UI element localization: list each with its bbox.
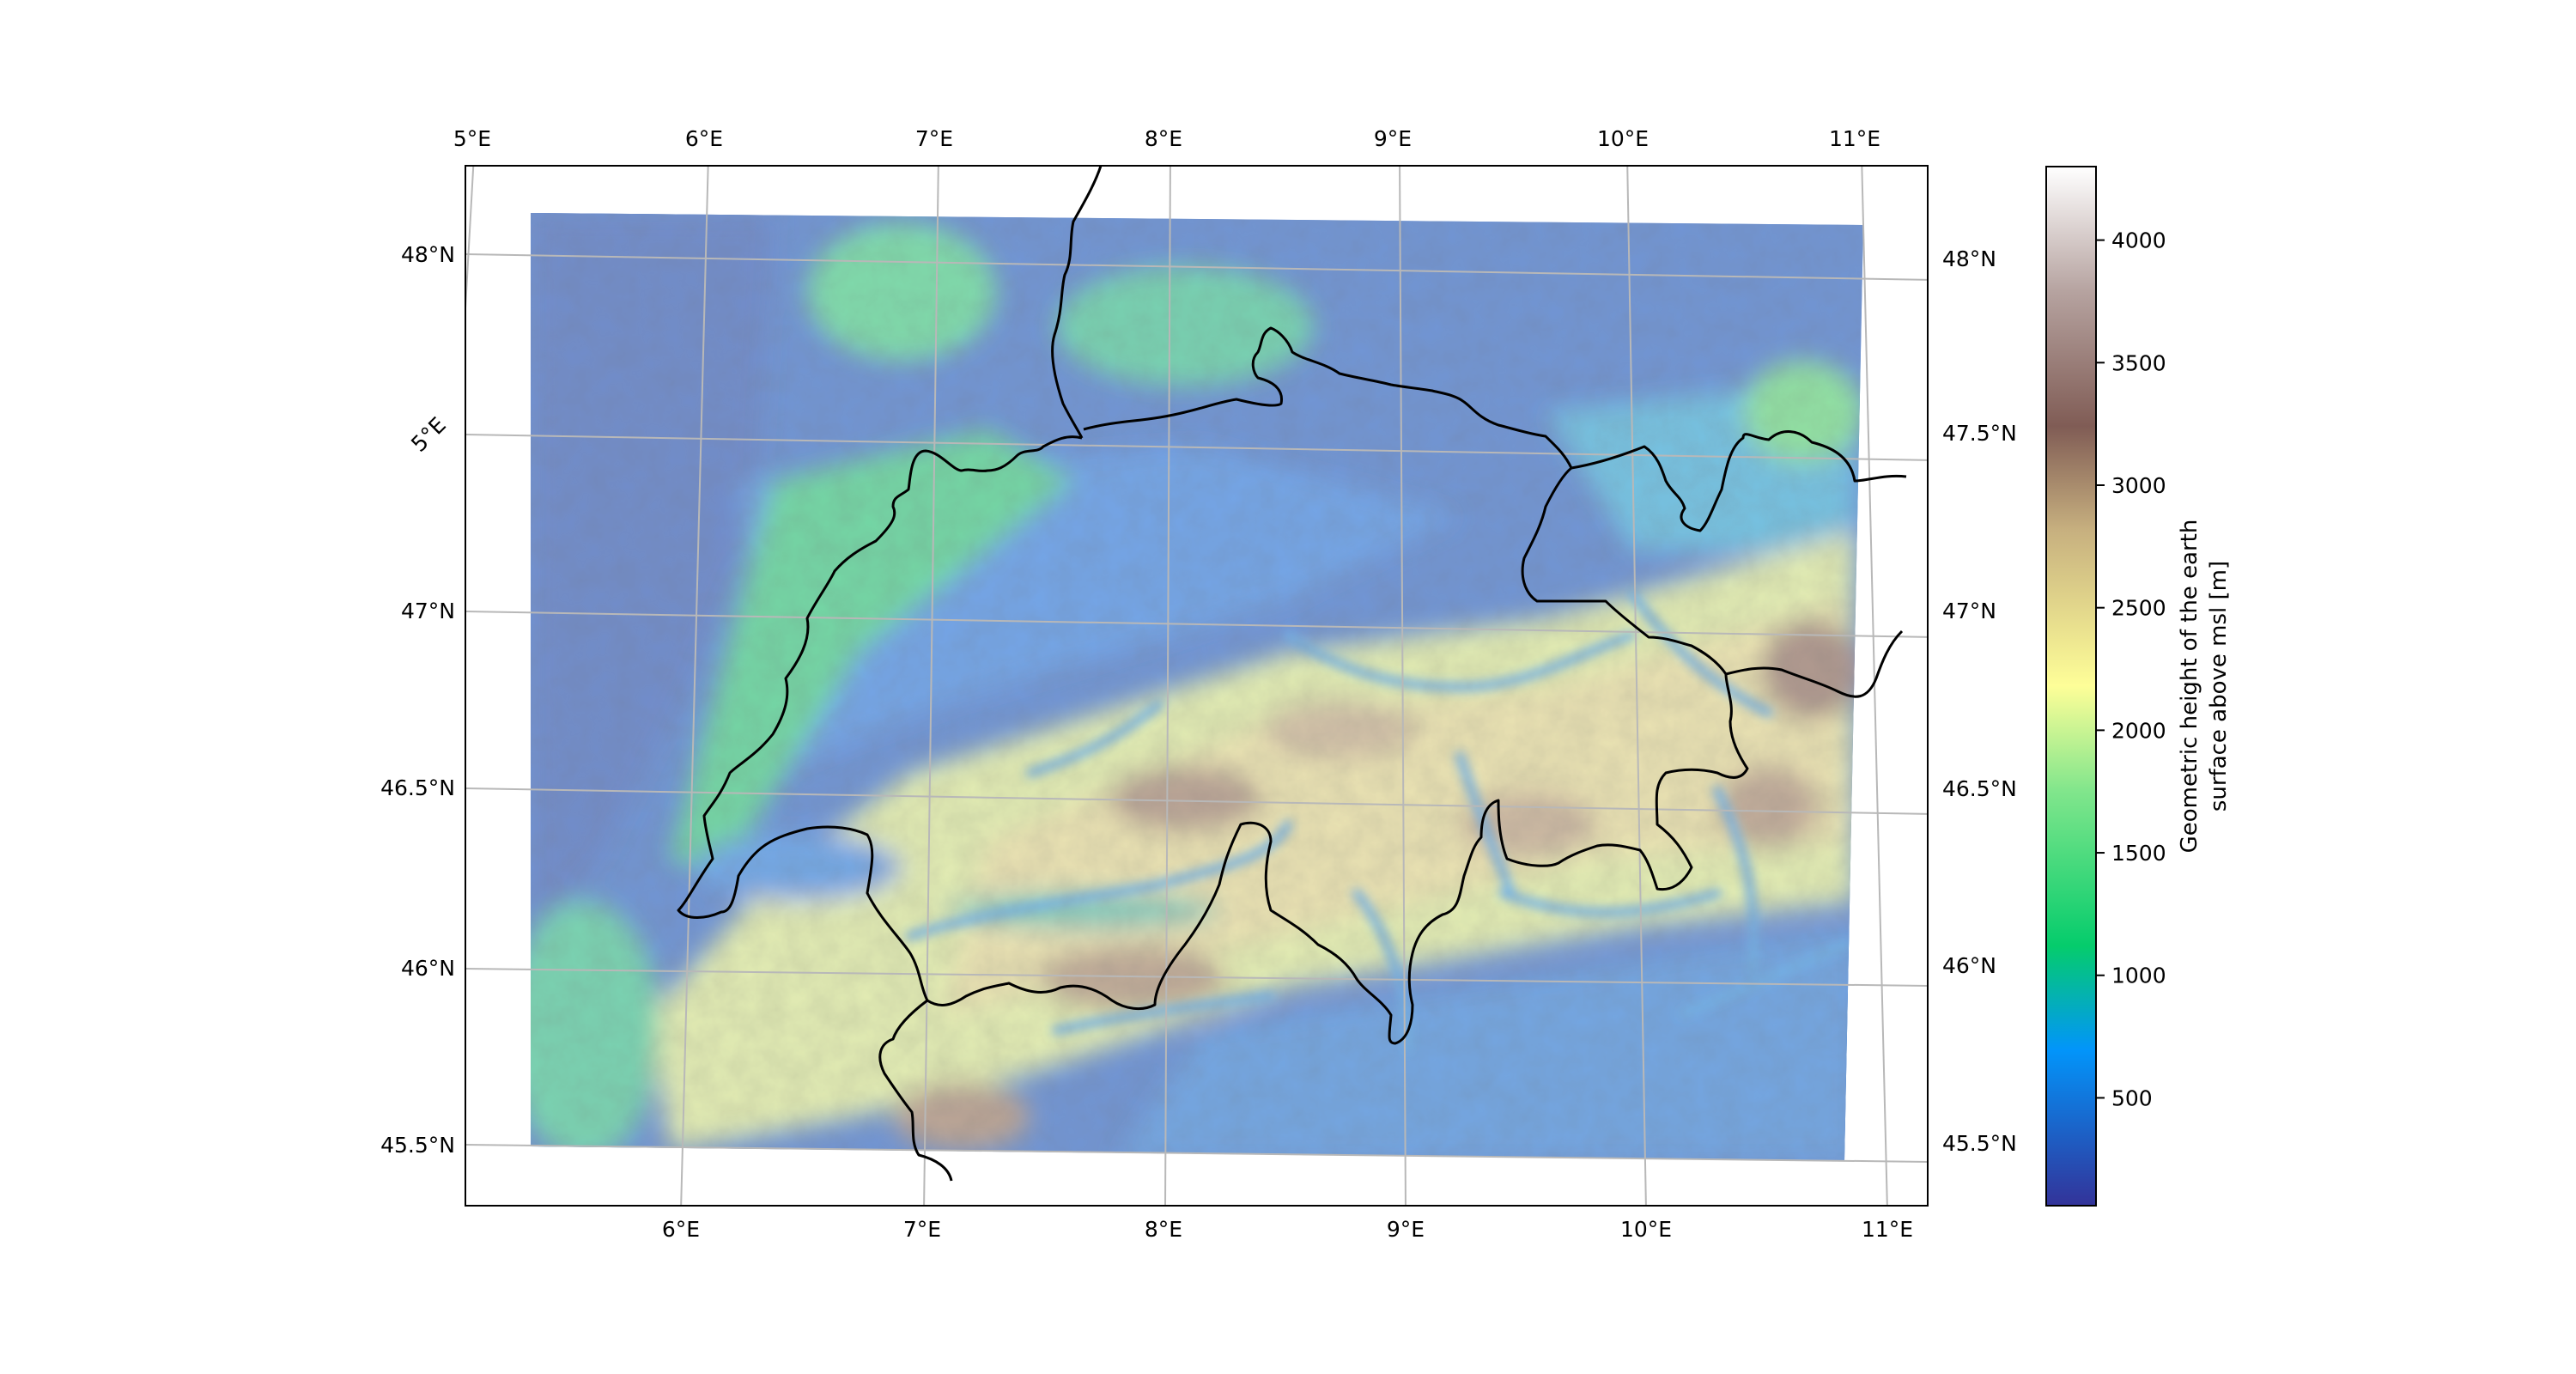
colorbar-tick-label: 2500 bbox=[2111, 596, 2166, 621]
left-rotated-lon-label: 5°E bbox=[406, 412, 451, 457]
right-lat-label: 47°N bbox=[1942, 599, 1996, 623]
bottom-lon-label: 7°E bbox=[903, 1217, 941, 1242]
bottom-lon-label: 8°E bbox=[1145, 1217, 1182, 1242]
top-lon-label: 6°E bbox=[685, 126, 723, 151]
left-lat-label: 46.5°N bbox=[380, 775, 455, 800]
top-lon-label: 8°E bbox=[1145, 126, 1182, 151]
colorbar-tick-label: 3000 bbox=[2111, 473, 2166, 498]
bottom-lon-label: 9°E bbox=[1387, 1217, 1425, 1242]
colorbar-tick-label: 4000 bbox=[2111, 228, 2166, 253]
top-lon-label: 10°E bbox=[1597, 126, 1649, 151]
top-longitude-labels: 5°E 6°E 7°E 8°E 9°E 10°E 11°E bbox=[453, 126, 1880, 151]
bottom-lon-label: 11°E bbox=[1862, 1217, 1913, 1242]
colorbar-gradient bbox=[2046, 167, 2096, 1206]
colorbar-tick-label: 2000 bbox=[2111, 718, 2166, 743]
right-lat-label: 47.5°N bbox=[1942, 421, 2017, 446]
right-latitude-labels: 48°N 47.5°N 47°N 46.5°N 46°N 45.5°N bbox=[1942, 246, 2017, 1156]
bottom-lon-label: 6°E bbox=[662, 1217, 700, 1242]
top-lon-label: 9°E bbox=[1374, 126, 1412, 151]
colorbar-tick-label: 1000 bbox=[2111, 964, 2166, 988]
right-lat-label: 46°N bbox=[1942, 953, 1996, 978]
colorbar-ticks: 500 1000 1500 2000 2500 3000 3500 4000 bbox=[2096, 228, 2166, 1111]
top-lon-label: 7°E bbox=[915, 126, 953, 151]
colorbar-tick-label: 3500 bbox=[2111, 350, 2166, 375]
colorbar: 500 1000 1500 2000 2500 3000 3500 4000 Geometri… bbox=[2046, 167, 2232, 1206]
right-lat-label: 45.5°N bbox=[1942, 1131, 2017, 1156]
elevation-raster bbox=[507, 198, 1889, 1176]
colorbar-tick-label: 1500 bbox=[2111, 841, 2166, 866]
right-lat-label: 48°N bbox=[1942, 246, 1996, 271]
colorbar-label-line2: surface above msl [m] bbox=[2206, 561, 2232, 812]
colorbar-tick-label: 500 bbox=[2111, 1085, 2153, 1110]
map-panel bbox=[462, 155, 1932, 1211]
left-latitude-labels: 48°N 47°N 46.5°N 46°N 45.5°N 5°E bbox=[380, 242, 455, 1158]
bottom-lon-label: 10°E bbox=[1620, 1217, 1672, 1242]
colorbar-label-line1: Geometric height of the earth bbox=[2177, 520, 2202, 854]
left-lat-label: 47°N bbox=[401, 599, 455, 623]
right-lat-label: 46.5°N bbox=[1942, 776, 2017, 801]
top-lon-label: 5°E bbox=[453, 126, 491, 151]
bottom-longitude-labels: 6°E 7°E 8°E 9°E 10°E 11°E bbox=[662, 1217, 1913, 1242]
top-lon-label: 11°E bbox=[1829, 126, 1880, 151]
left-lat-label: 45.5°N bbox=[380, 1133, 455, 1158]
left-lat-label: 48°N bbox=[401, 242, 455, 267]
left-lat-label: 46°N bbox=[401, 956, 455, 981]
